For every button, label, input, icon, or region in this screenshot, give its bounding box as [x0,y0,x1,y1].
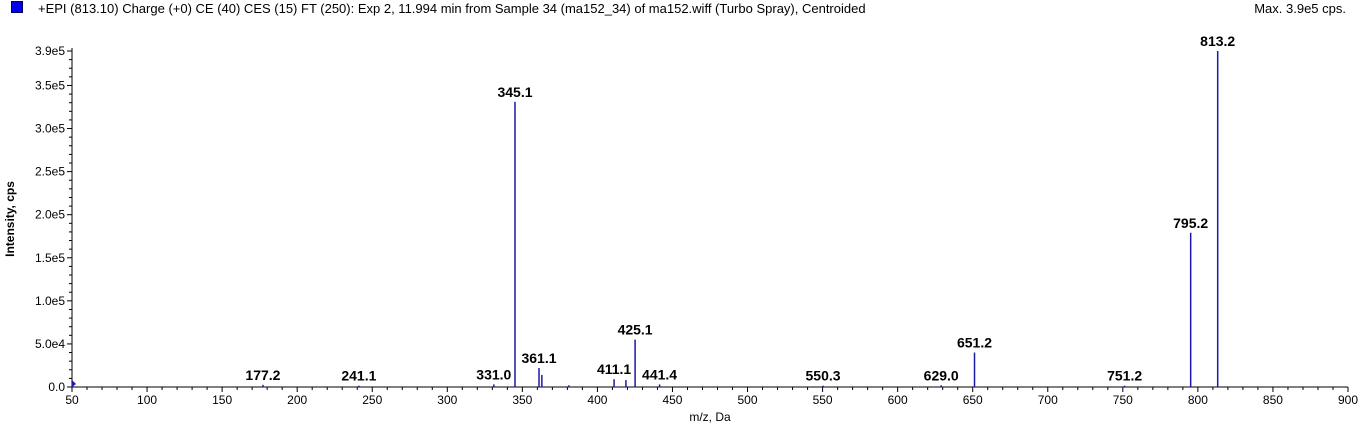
peak-label: 441.4 [642,366,677,382]
y-tick-label: 3.0e5 [35,122,65,136]
y-axis-label: Intensity, cps [3,181,17,257]
legend-swatch-icon [11,1,23,13]
x-tick-label: 250 [362,393,382,407]
peak-label: 425.1 [618,322,653,338]
x-tick-label: 50 [65,393,79,407]
x-tick-label: 700 [1038,393,1058,407]
x-tick-label: 850 [1263,393,1283,407]
y-tick-label: 5.0e4 [35,337,65,351]
axes: 50 100 150 200 250 300 350 400 450 500 550 600 650 70… [35,44,1358,407]
x-tick-label: 350 [512,393,532,407]
peak-label: 795.2 [1173,215,1208,231]
y-tick-label: 3.9e5 [35,44,65,58]
x-tick-label: 200 [287,393,307,407]
y-tick-label: 0.0 [48,380,65,394]
peak-label: 751.2 [1107,368,1142,384]
x-tick-label: 500 [738,393,758,407]
peak-labels: 177.2 241.1 331.0 345.1 361.1 411.1 425.1 441.4… [245,33,1235,384]
peak-label: 331.0 [476,366,511,382]
peak-label: 345.1 [497,84,532,100]
x-tick-label: 150 [212,393,232,407]
x-axis-label: m/z, Da [689,410,731,424]
y-tick-label: 2.0e5 [35,208,65,222]
origin-marker-icon [72,380,76,387]
peak-label: 177.2 [245,367,280,383]
x-tick-label: 750 [1113,393,1133,407]
x-tick-label: 100 [137,393,157,407]
chart-header: +EPI (813.10) Charge (+0) CE (40) CES (1… [0,0,1360,18]
x-tick-label: 900 [1338,393,1358,407]
peak-series [72,51,1219,387]
peak-label: 629.0 [924,367,959,383]
max-intensity-readout: Max. 3.9e5 cps. [1254,1,1346,16]
peak-label: 651.2 [957,335,992,351]
y-tick-label: 3.5e5 [35,78,65,92]
x-tick-label: 650 [963,393,983,407]
chart-title: +EPI (813.10) Charge (+0) CE (40) CES (1… [38,1,866,16]
x-tick-label: 450 [662,393,682,407]
peak-label: 411.1 [597,361,631,377]
x-tick-label: 300 [437,393,457,407]
peak-label: 813.2 [1200,33,1235,49]
x-tick-label: 400 [587,393,607,407]
peak-label: 550.3 [806,368,841,384]
peak-label: 241.1 [341,368,376,384]
y-tick-label: 1.0e5 [35,294,65,308]
y-tick-label: 1.5e5 [35,251,65,265]
x-tick-label: 600 [888,393,908,407]
x-tick-label: 800 [1188,393,1208,407]
peak-label: 361.1 [521,350,556,366]
y-tick-label: 2.5e5 [35,165,65,179]
x-tick-label: 550 [813,393,833,407]
